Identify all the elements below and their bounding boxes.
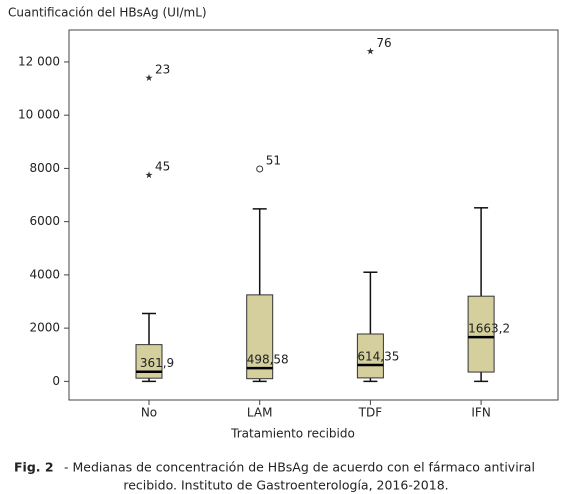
y-tick-label: 0	[52, 374, 60, 388]
x-tick-label: No	[141, 406, 157, 420]
y-tick-label: 8000	[29, 161, 60, 175]
x-axis-label: Tratamiento recibido	[230, 427, 355, 441]
plot-frame	[68, 29, 559, 401]
box	[356, 333, 384, 379]
caption-line: recibido. Instituto de Gastroenterología…	[123, 478, 448, 493]
x-tick-label: LAM	[247, 406, 273, 420]
caption-label: Fig. 2	[14, 460, 54, 475]
median-label: 361,9	[140, 356, 174, 370]
outlier-label: 76	[376, 36, 391, 50]
median-label: 1663,2	[468, 322, 510, 336]
y-tick-label: 6000	[29, 214, 60, 228]
y-axis-label: Cuantificación del HBsAg (UI/mL)	[8, 6, 207, 20]
outlier-label: 23	[155, 62, 170, 76]
x-tick-label: IFN	[471, 406, 490, 420]
y-tick-label: 2000	[29, 321, 60, 335]
x-tick-label: TDF	[358, 406, 383, 420]
y-tick-label: 10 000	[18, 108, 60, 122]
outlier-label: 51	[266, 153, 281, 167]
median-label: 498,58	[247, 353, 289, 367]
box	[467, 295, 495, 373]
y-tick-label: 12 000	[18, 54, 60, 68]
median-label: 614,35	[357, 350, 399, 364]
outlier	[256, 165, 264, 173]
outlier-label: 45	[155, 160, 170, 174]
box	[246, 294, 274, 380]
outlier	[145, 74, 153, 81]
caption-line: - Medianas de concentración de HBsAg de …	[64, 460, 535, 475]
outlier	[366, 47, 374, 55]
y-tick-label: 4000	[29, 267, 60, 281]
outlier	[145, 171, 153, 179]
